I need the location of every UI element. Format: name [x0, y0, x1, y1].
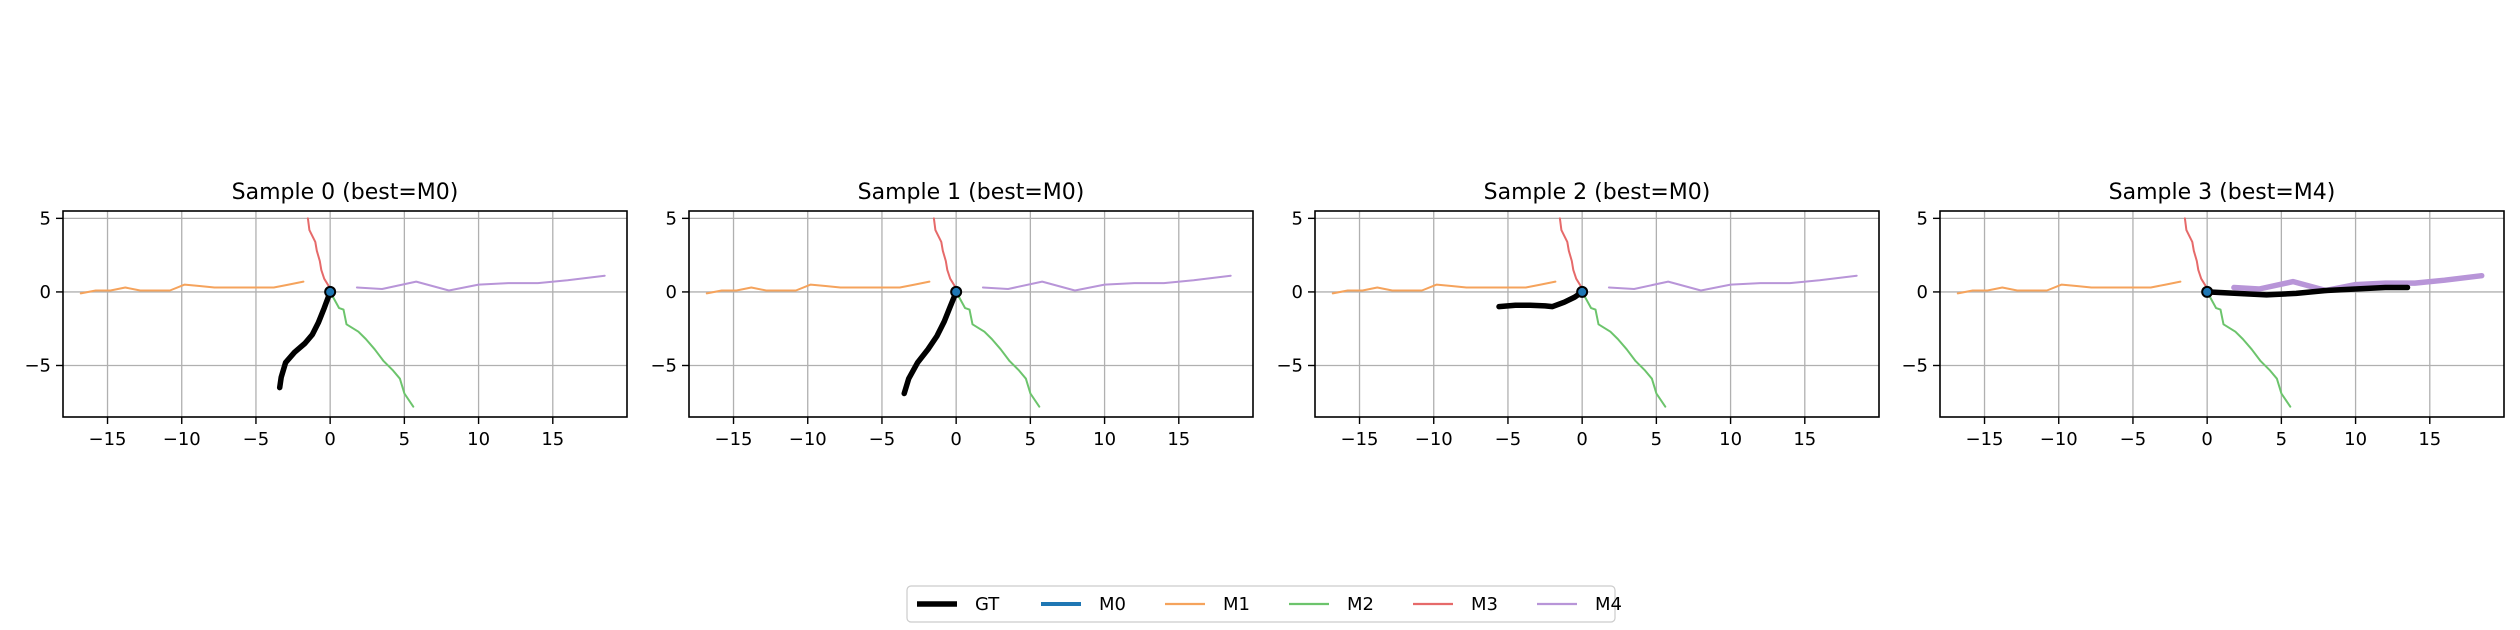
series-group: [1956, 217, 2485, 408]
x-tick-label: 15: [541, 429, 564, 450]
panels: Sample 0 (best=M0)−15 −10 −5 0 5 10 1550−5Samp…: [24, 180, 2505, 450]
x-tick-label: 5: [1025, 429, 1036, 450]
series-line-m2: [329, 290, 415, 408]
series-line-m2: [2206, 290, 2292, 408]
panel-3: Sample 3 (best=M4) −15 −10 −5 0 5 10 15 5 0 −5: [1901, 180, 2505, 450]
x-tick-label: −5: [1495, 429, 1522, 450]
x-tick-label: −10: [789, 429, 827, 450]
series-line-m4: [981, 274, 1232, 292]
x-tick-label: 5: [1651, 429, 1662, 450]
panel-0: Sample 0 (best=M0) −15 −10 −5 0 5 10 15 5 0 −5: [24, 180, 628, 450]
series-group: [1331, 217, 1858, 408]
legend-label-gt: GT: [975, 594, 1000, 615]
x-tick-label: −10: [163, 429, 201, 450]
panel-title: Sample 2 (best=M0): [1484, 180, 1711, 205]
x-tick-label: 15: [1167, 429, 1190, 450]
panel-2: Sample 2 (best=M0) −15 −10 −5 0 5 10 15 5 0 −5: [1276, 180, 1880, 450]
x-tick-label: −10: [2040, 429, 2078, 450]
series-line-m4: [355, 274, 606, 292]
panel-1: Sample 1 (best=M0) −15 −10 −5 0 5 10 15 5 0 −5: [650, 180, 1254, 450]
origin-marker: [2201, 285, 2214, 298]
x-tick-label: 5: [399, 429, 410, 450]
y-tick-label: 0: [1917, 282, 1928, 303]
series-line-m3: [932, 217, 958, 293]
x-tick-label: 15: [1793, 429, 1816, 450]
series-line-m1: [79, 280, 305, 295]
y-tick-label: 5: [1292, 208, 1303, 229]
y-tick-label: 0: [666, 282, 677, 303]
series-line-gt: [901, 289, 959, 397]
series-line-m3: [2183, 217, 2209, 293]
axes-frame: [1314, 210, 1880, 418]
y-tick-label: 5: [666, 208, 677, 229]
series-line-m3: [306, 217, 332, 293]
series-line-m1: [1956, 280, 2182, 295]
x-tick-label: 10: [1719, 429, 1742, 450]
origin-marker: [324, 285, 337, 298]
series-line-m4: [2231, 272, 2485, 294]
x-tick-label: 0: [2201, 429, 2212, 450]
legend-box: [906, 585, 1616, 623]
series-line-m3: [1558, 217, 1584, 293]
legend-label-m3: M3: [1471, 594, 1498, 615]
series-line-m1: [705, 280, 931, 295]
y-tick-label: −5: [1901, 356, 1928, 377]
y-tick-label: 0: [40, 282, 51, 303]
origin-marker: [950, 285, 963, 298]
axes-frame: [1939, 210, 2505, 418]
x-tick-label: −10: [1415, 429, 1453, 450]
series-line-m1: [1331, 280, 1557, 295]
series-line-gt: [2204, 284, 2411, 298]
x-tick-label: 15: [2418, 429, 2441, 450]
legend-label-m0: M0: [1099, 594, 1126, 615]
origin-marker: [1576, 285, 1589, 298]
series-group: [705, 217, 1232, 408]
x-tick-label: −5: [2120, 429, 2147, 450]
panel-title: Sample 0 (best=M0): [232, 180, 459, 205]
legend-label-m4: M4: [1595, 594, 1622, 615]
y-tick-label: 5: [40, 208, 51, 229]
panel-title: Sample 3 (best=M4): [2109, 180, 2336, 205]
legend-label-m2: M2: [1347, 594, 1374, 615]
series-group: [79, 217, 606, 408]
x-tick-label: 5: [2276, 429, 2287, 450]
x-tick-label: 0: [1576, 429, 1587, 450]
x-tick-label: 10: [467, 429, 490, 450]
x-tick-label: 10: [2344, 429, 2367, 450]
series-line-m2: [955, 290, 1041, 408]
x-tick-label: −15: [1966, 429, 2004, 450]
x-tick-label: 0: [324, 429, 335, 450]
series-line-gt: [1496, 289, 1585, 310]
series-line-m4: [1607, 274, 1858, 292]
x-tick-label: −5: [243, 429, 270, 450]
y-tick-label: −5: [1276, 356, 1303, 377]
series-line-m2: [1581, 290, 1667, 408]
panel-title: Sample 1 (best=M0): [858, 180, 1085, 205]
series-line-gt: [276, 289, 333, 391]
axes-frame: [62, 210, 628, 418]
legend: GT M0 M1 M2 M3 M4: [906, 585, 1622, 623]
x-tick-label: −15: [1341, 429, 1379, 450]
y-tick-label: −5: [24, 356, 51, 377]
legend-label-m1: M1: [1223, 594, 1250, 615]
x-tick-label: −15: [715, 429, 753, 450]
axes-frame: [688, 210, 1254, 418]
x-tick-label: 10: [1093, 429, 1116, 450]
y-tick-label: −5: [650, 356, 677, 377]
x-tick-label: −15: [89, 429, 127, 450]
x-tick-label: 0: [950, 429, 961, 450]
y-tick-label: 5: [1917, 208, 1928, 229]
x-tick-label: −5: [869, 429, 896, 450]
y-tick-label: 0: [1292, 282, 1303, 303]
